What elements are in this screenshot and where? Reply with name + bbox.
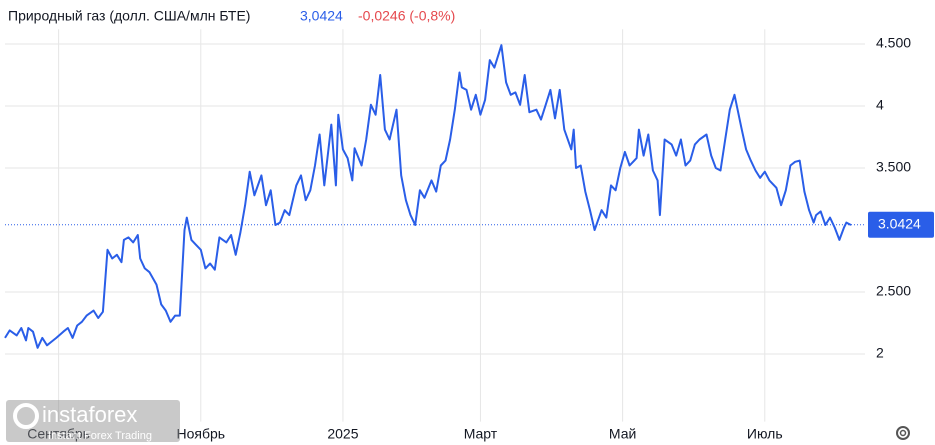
last-price-box (868, 211, 934, 238)
settings-icon-core[interactable] (899, 429, 907, 437)
price-change: -0,0246 (-0,8%) (358, 8, 455, 24)
x-tick-label: 2025 (327, 426, 358, 442)
chart-title: Природный газ (долл. США/млн БТЕ) (8, 8, 250, 24)
price-line (4, 44, 852, 349)
watermark-bg (6, 400, 180, 442)
x-tick-label: Март (464, 426, 498, 442)
x-tick-label: Июль (747, 426, 783, 442)
y-tick-label: 3.500 (876, 159, 911, 175)
settings-icon[interactable] (896, 426, 910, 440)
watermark-text: instaforex (42, 402, 137, 427)
watermark-subtitle: Instant Forex Trading (48, 430, 152, 442)
y-tick-label: 2 (876, 345, 884, 361)
x-tick-label: Май (609, 426, 636, 442)
price: 3,0424 (300, 8, 343, 24)
x-tick-label: Сентябрь (27, 426, 90, 442)
y-tick-label: 4.500 (876, 35, 911, 51)
y-tick-label: 4 (876, 97, 884, 113)
watermark: instaforex Instant Forex Trading (6, 400, 180, 442)
settings-icon-ring[interactable] (896, 426, 910, 440)
y-tick-label: 2.500 (876, 283, 911, 299)
x-tick-label: Ноябрь (176, 426, 225, 442)
watermark-logo (13, 403, 39, 429)
last-price-label: 3.0424 (878, 215, 921, 231)
